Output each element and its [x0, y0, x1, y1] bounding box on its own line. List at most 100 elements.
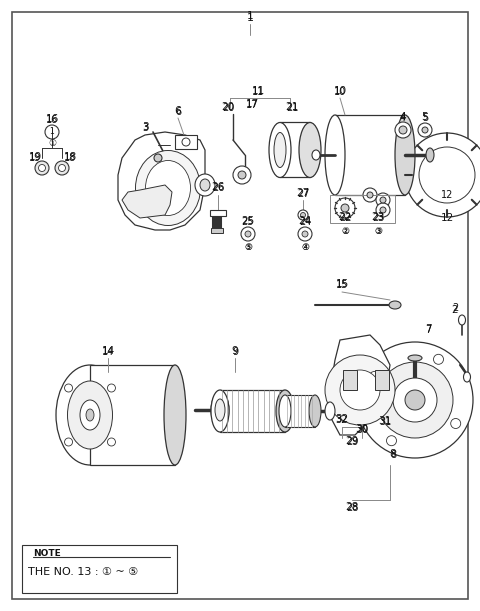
- Circle shape: [108, 438, 116, 446]
- Text: 14: 14: [101, 346, 115, 356]
- Text: 6: 6: [175, 106, 181, 116]
- Ellipse shape: [56, 365, 124, 465]
- Circle shape: [377, 362, 453, 438]
- Text: 10: 10: [334, 87, 346, 97]
- Circle shape: [64, 438, 72, 446]
- Text: 27: 27: [296, 188, 310, 198]
- Ellipse shape: [299, 122, 321, 178]
- Text: 28: 28: [346, 502, 359, 512]
- Circle shape: [357, 342, 473, 458]
- Bar: [211, 228, 223, 233]
- Text: 26: 26: [212, 183, 224, 193]
- Text: 1: 1: [247, 11, 253, 21]
- Text: ⑤: ⑤: [244, 243, 252, 252]
- Ellipse shape: [380, 207, 386, 213]
- Text: 25: 25: [242, 217, 254, 227]
- Text: ③: ③: [374, 227, 382, 236]
- Bar: [343, 370, 357, 390]
- Ellipse shape: [215, 399, 225, 421]
- Text: 20: 20: [221, 102, 235, 112]
- Text: 15: 15: [336, 280, 348, 290]
- Ellipse shape: [164, 365, 186, 465]
- Text: 32: 32: [336, 415, 348, 425]
- Circle shape: [325, 355, 395, 425]
- Ellipse shape: [135, 150, 201, 225]
- Text: 23: 23: [372, 212, 384, 222]
- Text: 20: 20: [222, 103, 234, 113]
- Text: ③: ③: [374, 227, 382, 236]
- Bar: [335, 115, 405, 195]
- Bar: [285, 395, 315, 427]
- Text: 24: 24: [299, 217, 311, 227]
- Text: 24: 24: [299, 216, 312, 226]
- Ellipse shape: [86, 409, 94, 421]
- Text: 16: 16: [46, 115, 58, 125]
- Circle shape: [302, 231, 308, 237]
- Circle shape: [422, 127, 428, 133]
- Circle shape: [233, 166, 251, 184]
- Ellipse shape: [269, 122, 291, 178]
- Text: 5: 5: [422, 113, 428, 123]
- Bar: [375, 370, 389, 390]
- Circle shape: [55, 161, 69, 175]
- Ellipse shape: [426, 148, 434, 162]
- Ellipse shape: [408, 355, 422, 361]
- Text: ②: ②: [341, 227, 349, 236]
- Text: 26: 26: [211, 182, 225, 192]
- Text: 10: 10: [334, 86, 347, 96]
- Text: 2: 2: [452, 305, 458, 315]
- Text: 4: 4: [400, 112, 406, 122]
- Ellipse shape: [464, 372, 470, 382]
- Circle shape: [35, 161, 49, 175]
- Circle shape: [45, 125, 59, 139]
- Text: 6: 6: [175, 107, 181, 117]
- Ellipse shape: [195, 174, 215, 196]
- Text: 9: 9: [232, 347, 238, 357]
- Text: ④: ④: [301, 243, 309, 252]
- Ellipse shape: [276, 390, 294, 432]
- Text: ④: ④: [301, 243, 309, 252]
- Bar: [175, 135, 197, 149]
- Circle shape: [245, 231, 251, 237]
- Text: 3: 3: [142, 123, 148, 133]
- Circle shape: [64, 384, 72, 392]
- Circle shape: [59, 164, 65, 172]
- Text: 17: 17: [246, 100, 258, 110]
- Text: 8: 8: [390, 449, 396, 459]
- Text: 7: 7: [425, 324, 432, 334]
- Text: 14: 14: [102, 347, 114, 357]
- Text: 1: 1: [247, 13, 253, 23]
- Text: 31: 31: [379, 417, 391, 427]
- Text: 16: 16: [46, 114, 59, 124]
- Polygon shape: [122, 185, 172, 218]
- Text: 19: 19: [29, 153, 41, 163]
- Text: 4: 4: [400, 113, 406, 123]
- Ellipse shape: [312, 150, 320, 160]
- Circle shape: [340, 370, 380, 410]
- Text: 22: 22: [339, 213, 351, 223]
- Circle shape: [433, 354, 444, 364]
- Text: 21: 21: [286, 103, 298, 113]
- Ellipse shape: [309, 395, 321, 427]
- Text: THE NO. 13 : ① ~ ⑤: THE NO. 13 : ① ~ ⑤: [28, 567, 138, 577]
- Circle shape: [38, 164, 46, 172]
- Ellipse shape: [325, 402, 335, 420]
- Ellipse shape: [389, 301, 401, 309]
- Ellipse shape: [458, 315, 466, 325]
- Circle shape: [419, 147, 475, 203]
- Bar: [22, 545, 177, 593]
- Ellipse shape: [341, 204, 349, 212]
- Text: ①: ①: [48, 139, 56, 147]
- Text: ⑤: ⑤: [244, 243, 252, 252]
- Text: 22: 22: [338, 212, 352, 222]
- Circle shape: [241, 227, 255, 241]
- Text: 18: 18: [64, 153, 76, 163]
- Text: 17: 17: [245, 99, 259, 109]
- Text: 23: 23: [372, 213, 384, 223]
- Ellipse shape: [335, 198, 355, 218]
- Circle shape: [399, 126, 407, 134]
- Ellipse shape: [211, 392, 229, 428]
- Text: 12: 12: [441, 190, 453, 200]
- Bar: [90, 365, 175, 465]
- Text: 21: 21: [286, 102, 299, 112]
